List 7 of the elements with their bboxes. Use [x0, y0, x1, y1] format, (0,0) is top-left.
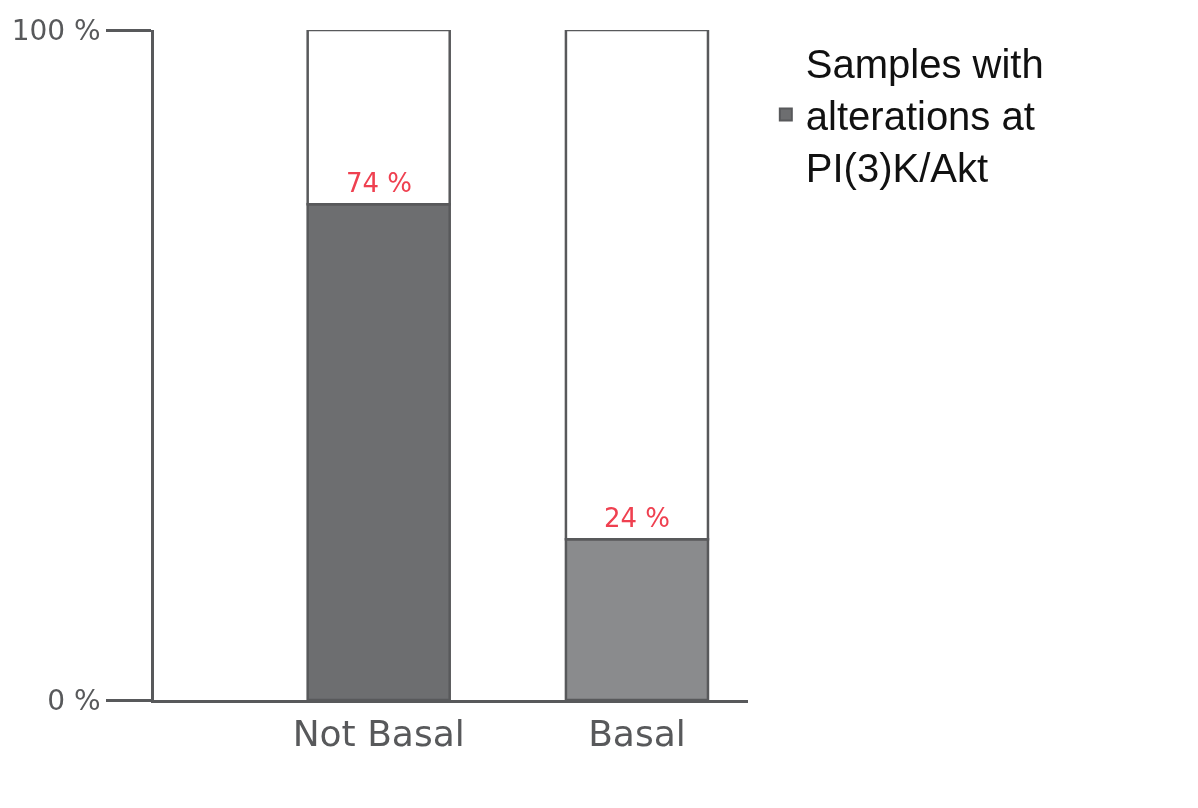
- legend-label: Samples with alterations at PI(3)K/Akt: [805, 42, 1044, 191]
- data-label: 74 %: [346, 168, 413, 198]
- y-tick-label: 100 %: [11, 13, 101, 47]
- y-tick-label: 0 %: [47, 683, 101, 717]
- data-label: 24 %: [604, 503, 671, 533]
- x-tick-label: Basal: [588, 712, 686, 754]
- x-tick-label: Not Basal: [292, 712, 465, 754]
